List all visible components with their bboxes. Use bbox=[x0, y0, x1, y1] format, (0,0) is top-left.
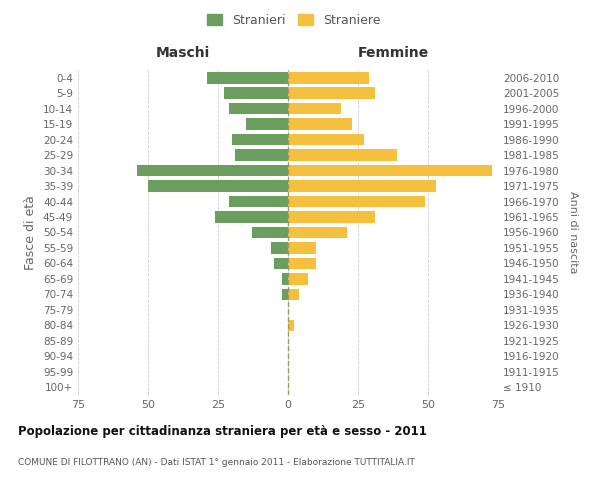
Text: COMUNE DI FILOTTRANO (AN) - Dati ISTAT 1° gennaio 2011 - Elaborazione TUTTITALIA: COMUNE DI FILOTTRANO (AN) - Dati ISTAT 1… bbox=[18, 458, 415, 467]
Y-axis label: Anni di nascita: Anni di nascita bbox=[568, 191, 578, 274]
Bar bbox=[246, 118, 288, 130]
Bar bbox=[288, 320, 293, 331]
Bar bbox=[288, 226, 347, 238]
Text: Maschi: Maschi bbox=[156, 46, 210, 60]
Bar bbox=[229, 196, 288, 207]
Bar bbox=[148, 180, 288, 192]
Bar bbox=[215, 211, 288, 223]
Bar bbox=[288, 134, 364, 145]
Bar bbox=[288, 165, 493, 176]
Bar bbox=[288, 288, 299, 300]
Bar bbox=[274, 258, 288, 270]
Bar bbox=[288, 103, 341, 115]
Y-axis label: Fasce di età: Fasce di età bbox=[25, 195, 37, 270]
Bar bbox=[288, 88, 375, 99]
Bar bbox=[288, 242, 316, 254]
Bar bbox=[288, 180, 436, 192]
Bar bbox=[251, 226, 288, 238]
Bar bbox=[235, 150, 288, 161]
Bar bbox=[283, 288, 288, 300]
Bar bbox=[288, 150, 397, 161]
Bar bbox=[232, 134, 288, 145]
Text: Popolazione per cittadinanza straniera per età e sesso - 2011: Popolazione per cittadinanza straniera p… bbox=[18, 425, 427, 438]
Legend: Stranieri, Straniere: Stranieri, Straniere bbox=[202, 8, 386, 32]
Bar bbox=[207, 72, 288, 84]
Bar bbox=[288, 211, 375, 223]
Bar bbox=[137, 165, 288, 176]
Text: Femmine: Femmine bbox=[358, 46, 428, 60]
Bar bbox=[288, 196, 425, 207]
Bar bbox=[283, 273, 288, 284]
Bar bbox=[288, 118, 352, 130]
Bar bbox=[288, 273, 308, 284]
Bar bbox=[288, 258, 316, 270]
Bar bbox=[224, 88, 288, 99]
Bar bbox=[288, 72, 369, 84]
Bar bbox=[271, 242, 288, 254]
Bar bbox=[229, 103, 288, 115]
